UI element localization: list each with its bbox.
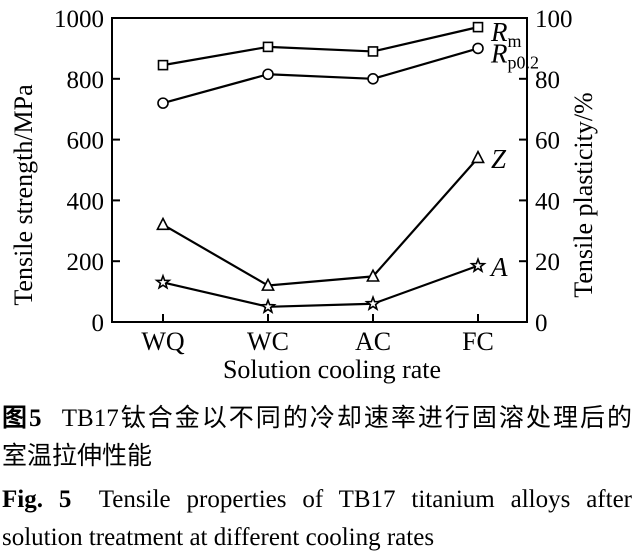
series-Rm: Rm <box>157 17 522 71</box>
y-right-tick-label: 20 <box>535 249 560 276</box>
y-left-tick-label: 1000 <box>54 6 104 33</box>
caption-en-label: Fig. 5 <box>2 486 72 513</box>
series-label-Rp0.2: Rp0.2 <box>490 38 539 72</box>
caption-en-text: Tensile properties of TB17 titanium allo… <box>98 486 632 513</box>
caption-zh-label: 图5 <box>2 405 42 432</box>
y-right-tick-label: 0 <box>535 310 548 337</box>
circle-marker <box>367 73 379 85</box>
y-right-tick-label: 60 <box>535 128 560 155</box>
tensile-chart: 0 200 400 600 800 1000 0 20 40 60 80 100 WQ WC AC FC Ten… <box>9 6 598 384</box>
triangle-marker <box>471 149 485 164</box>
series-label-Rm: Rm <box>490 17 522 51</box>
star-marker <box>154 273 172 290</box>
y-right-tick-label: 80 <box>535 67 560 94</box>
square-marker <box>262 41 274 53</box>
x-category-label: FC <box>462 327 494 356</box>
y-right-tick-label: 40 <box>535 188 560 215</box>
triangle-marker <box>261 277 275 291</box>
caption-zh-text: TB17钛合金以不同的冷却速率进行固溶处理后的 <box>61 405 632 432</box>
caption-en: Fig. 5 Tensile properties of TB17 titani… <box>0 481 634 554</box>
caption-zh-line1: 图5 TB17钛合金以不同的冷却速率进行固溶处理后的 <box>2 400 632 438</box>
circle-marker <box>262 68 274 81</box>
x-axis-title: Solution cooling rate <box>223 355 441 384</box>
caption-zh-line2: 室温拉伸性能 <box>2 443 153 470</box>
y-left-tick-label: 400 <box>67 188 105 215</box>
x-category-label: WC <box>247 327 289 356</box>
x-category-label: AC <box>355 327 391 356</box>
series-label-A: A <box>489 252 508 282</box>
triangle-marker <box>366 268 380 282</box>
series-line-Rp0.2 <box>162 47 479 105</box>
star-marker <box>259 297 277 314</box>
circle-marker <box>157 97 169 109</box>
series-Z: Z <box>156 144 507 291</box>
series-line-Rm <box>162 26 479 67</box>
series-label-Z: Z <box>491 144 507 174</box>
y-right-axis-title: Tensile plasticity/% <box>569 92 598 297</box>
y-left-tick-label: 600 <box>67 128 105 155</box>
circle-marker <box>472 42 484 55</box>
y-left-tick-label: 0 <box>92 310 105 337</box>
plot-frame <box>111 17 528 323</box>
star-marker <box>469 256 487 273</box>
series-line-A <box>162 264 479 308</box>
series-line-Z <box>162 157 479 287</box>
y-right-tick-label: 100 <box>535 6 573 33</box>
caption-en-line1: Fig. 5 Tensile properties of TB17 titani… <box>2 481 632 519</box>
caption-en-line2: solution treatment at different cooling … <box>2 524 435 551</box>
star-marker <box>364 294 382 311</box>
series-Rp0.2: Rp0.2 <box>157 38 539 109</box>
series-A: A <box>154 252 508 314</box>
triangle-marker <box>156 216 170 231</box>
y-left-axis-title: Tensile strength/MPa <box>9 84 38 306</box>
y-left-tick-label: 800 <box>67 67 105 94</box>
caption-zh: 图5 TB17钛合金以不同的冷却速率进行固溶处理后的 室温拉伸性能 <box>0 400 634 476</box>
y-left-tick-label: 200 <box>67 249 105 276</box>
square-marker <box>157 59 169 71</box>
square-marker <box>472 21 484 33</box>
square-marker <box>367 46 379 57</box>
x-category-label: WQ <box>141 327 185 356</box>
